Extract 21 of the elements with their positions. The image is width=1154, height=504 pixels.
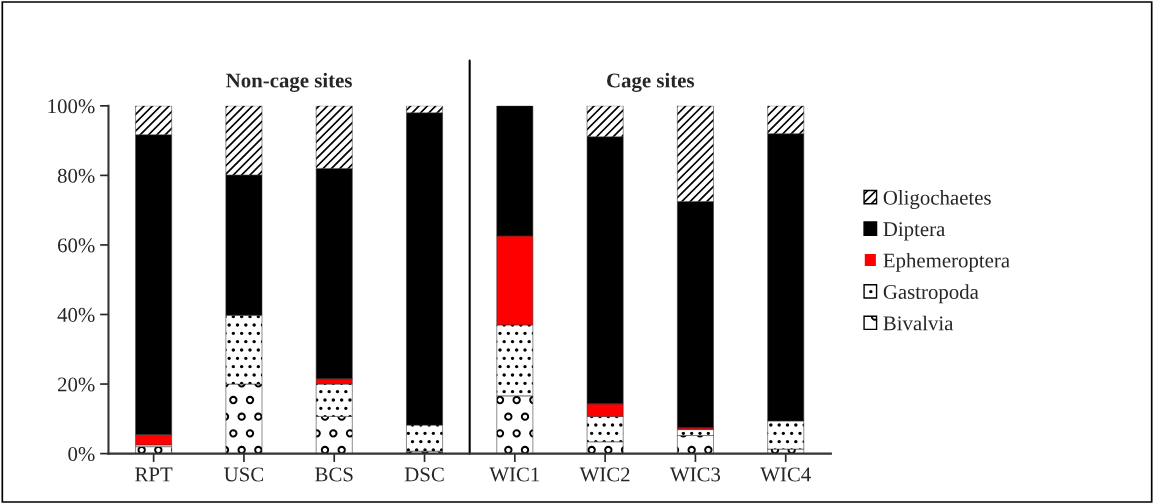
legend-label: Ephemeroptera [883,252,1010,272]
x-tick-label: RPT [135,467,173,482]
x-tick-label: DSC [404,467,444,482]
y-tick-label: 0% [68,446,95,462]
x-tick-label: WIC1 [489,467,540,482]
legend-label: Gastropoda [883,284,979,304]
legend-label: Diptera [883,222,946,241]
x-tick-label: WIC4 [760,467,811,482]
x-tick-label: BCS [315,467,353,482]
legend-label: Oligochaetes [883,190,991,210]
x-tick-label: USC [224,467,264,482]
y-tick-label: 60% [57,238,95,253]
x-tick-label: WIC2 [579,467,630,482]
y-tick-label: 80% [57,168,95,183]
legend-label: Bivalvia [883,315,954,331]
text: Cage sites [607,72,695,92]
text: Non-cage sites [226,72,352,92]
y-tick-label: 20% [58,377,95,392]
y-tick-label: 40% [57,307,95,322]
y-tick-label: 100% [48,99,95,114]
x-tick-label: WIC3 [669,467,721,482]
